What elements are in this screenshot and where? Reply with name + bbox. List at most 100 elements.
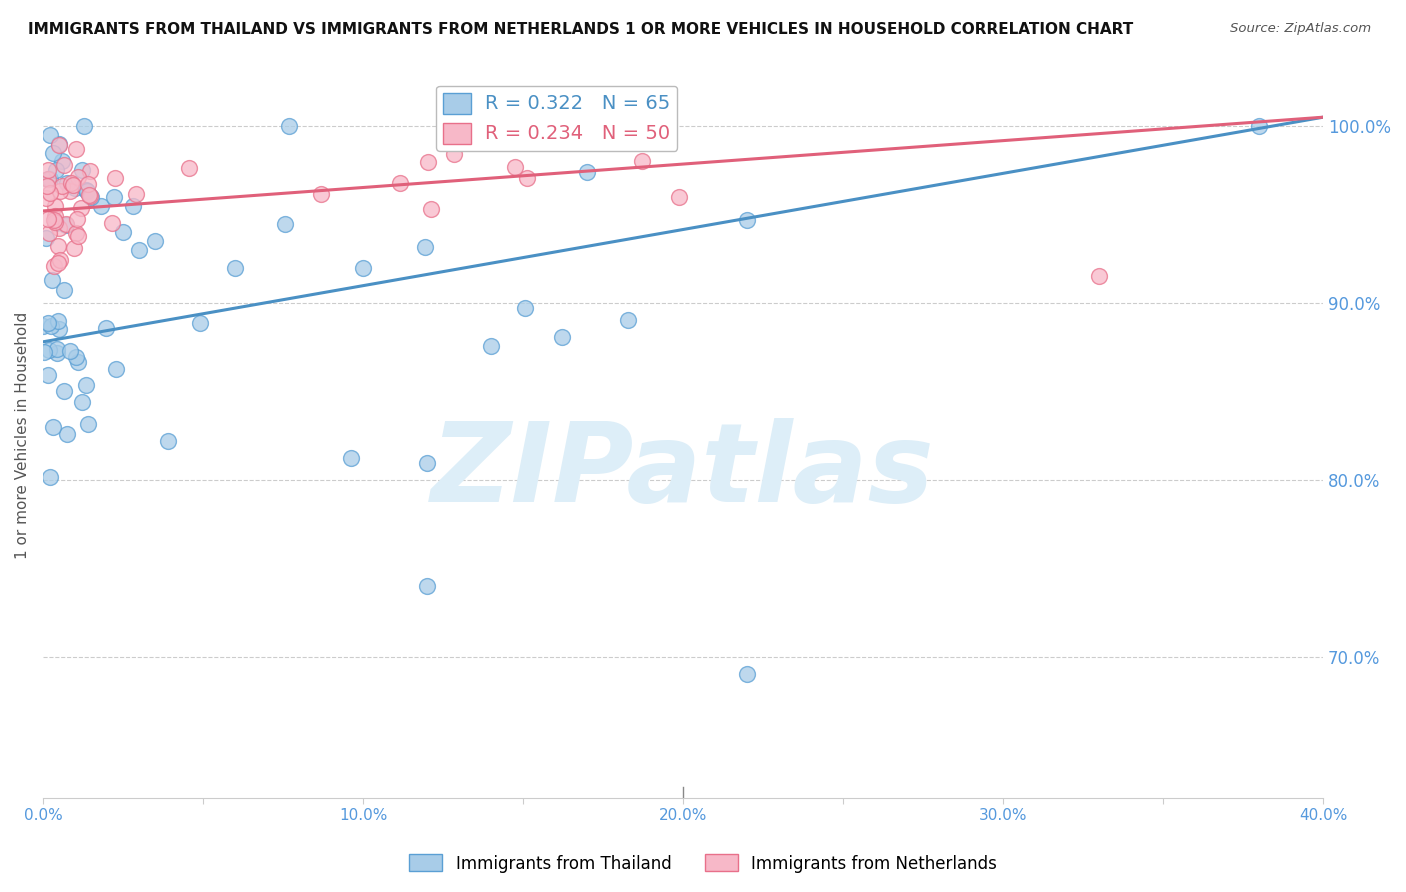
Point: [51, 178, 73, 193]
Point: [38, 343, 60, 357]
Point: [32, 345, 55, 359]
Point: [42, 145, 65, 160]
Point: [45, 216, 67, 230]
Point: [62, 178, 84, 193]
Point: [55, 427, 77, 442]
Point: [124, 187, 146, 202]
Point: [443, 146, 465, 161]
Point: [1088, 269, 1111, 284]
Point: [45, 163, 67, 178]
Point: [418, 154, 440, 169]
Point: [79, 189, 101, 203]
Point: [103, 190, 125, 204]
Point: [39, 318, 62, 333]
Point: [104, 170, 127, 185]
Point: [66, 212, 89, 227]
Text: ZIPatlas: ZIPatlas: [432, 418, 935, 525]
Point: [67, 169, 90, 184]
Point: [59, 343, 82, 358]
Y-axis label: 1 or more Vehicles in Household: 1 or more Vehicles in Household: [15, 312, 30, 559]
Point: [37, 172, 59, 186]
Point: [479, 339, 502, 353]
Point: [53, 283, 76, 297]
Point: [32, 318, 55, 333]
Point: [631, 153, 654, 168]
Point: [59, 176, 82, 190]
Point: [44, 209, 66, 223]
Point: [273, 217, 295, 231]
Point: [1249, 119, 1271, 133]
Point: [143, 234, 166, 248]
Point: [79, 163, 101, 178]
Point: [35, 191, 58, 205]
Point: [42, 420, 65, 434]
Point: [65, 227, 87, 241]
Point: [735, 212, 758, 227]
Point: [503, 160, 526, 174]
Point: [735, 667, 758, 681]
Point: [42, 260, 65, 274]
Point: [224, 260, 246, 275]
Point: [37, 211, 59, 226]
Point: [77, 187, 100, 202]
Point: [65, 143, 87, 157]
Point: [46, 313, 69, 327]
Point: [45, 342, 67, 356]
Point: [48, 252, 70, 267]
Point: [340, 450, 363, 465]
Point: [576, 165, 599, 179]
Point: [416, 456, 439, 470]
Point: [46, 238, 69, 252]
Point: [37, 162, 59, 177]
Point: [48, 220, 70, 235]
Point: [416, 579, 439, 593]
Point: [515, 171, 537, 186]
Point: [121, 199, 143, 213]
Point: [48, 136, 70, 151]
Point: [157, 434, 180, 448]
Point: [101, 216, 124, 230]
Point: [420, 202, 443, 216]
Point: [188, 316, 211, 330]
Point: [37, 316, 59, 330]
Point: [55, 218, 77, 232]
Point: [63, 181, 86, 195]
Point: [94, 321, 117, 335]
Point: [55, 218, 77, 232]
Point: [37, 171, 59, 186]
Point: [46, 345, 69, 359]
Point: [44, 199, 66, 213]
Point: [59, 184, 82, 198]
Point: [389, 176, 412, 190]
Point: [38, 172, 60, 186]
Point: [90, 199, 112, 213]
Point: [38, 226, 60, 240]
Point: [44, 214, 66, 228]
Point: [582, 119, 605, 133]
Point: [41, 273, 63, 287]
Point: [53, 158, 76, 172]
Point: [73, 119, 96, 133]
Point: [75, 377, 97, 392]
Point: [352, 260, 374, 275]
Point: [413, 240, 436, 254]
Point: [105, 362, 128, 376]
Point: [80, 190, 103, 204]
Point: [551, 329, 574, 343]
Point: [39, 470, 62, 484]
Point: [617, 312, 640, 326]
Legend: Immigrants from Thailand, Immigrants from Netherlands: Immigrants from Thailand, Immigrants fro…: [402, 847, 1004, 880]
Point: [277, 119, 299, 133]
Point: [515, 301, 537, 316]
Point: [35, 178, 58, 193]
Point: [75, 183, 97, 197]
Point: [39, 186, 62, 200]
Point: [48, 184, 70, 198]
Point: [42, 213, 65, 227]
Point: [46, 256, 69, 270]
Point: [65, 350, 87, 364]
Point: [56, 176, 79, 190]
Point: [67, 229, 90, 244]
Point: [309, 187, 332, 202]
Point: [70, 395, 93, 409]
